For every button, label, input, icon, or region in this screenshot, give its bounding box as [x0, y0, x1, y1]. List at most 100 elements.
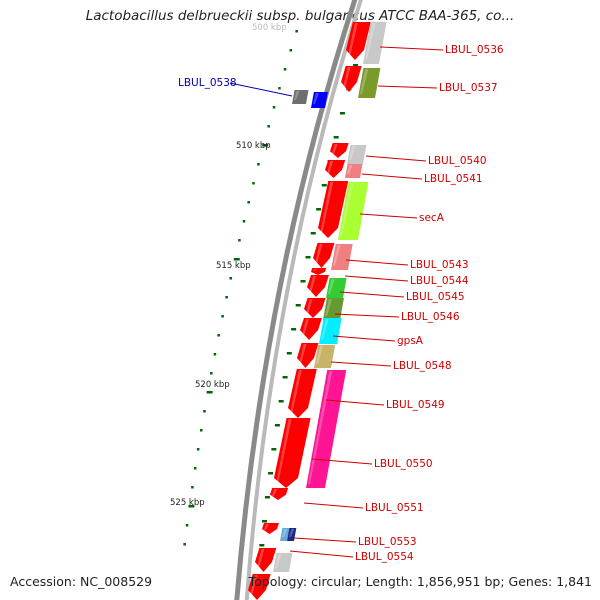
gene-feature-red[interactable]: [311, 268, 327, 275]
gene-feature-red[interactable]: [346, 22, 371, 60]
gene-label[interactable]: LBUL_0549: [386, 399, 445, 411]
inner-tick: [262, 520, 268, 523]
gene-feature-red[interactable]: [248, 574, 271, 600]
gene-label[interactable]: LBUL_0537: [439, 82, 498, 94]
gene-feature-red[interactable]: [304, 298, 326, 318]
gene-feature-grey[interactable]: [363, 22, 387, 64]
inner-tick: [316, 208, 322, 211]
gene-feature-tan[interactable]: [314, 345, 336, 368]
gene-feature-red[interactable]: [274, 418, 311, 488]
gene-feature-red[interactable]: [341, 66, 362, 92]
gene-features[interactable]: [248, 22, 387, 600]
minor-tick: [225, 296, 228, 299]
minor-tick: [289, 49, 293, 52]
gene-feature-grey[interactable]: [273, 553, 293, 572]
gene-feature-navy[interactable]: [287, 528, 297, 541]
feature-highlight: [320, 182, 334, 234]
gene-feature-red[interactable]: [300, 318, 322, 340]
gene-label[interactable]: gpsA: [397, 335, 424, 347]
gene-label[interactable]: LBUL_0546: [401, 311, 460, 323]
gene-label[interactable]: LBUL_0536: [445, 44, 504, 56]
gene-feature-red[interactable]: [297, 343, 319, 368]
feature-highlight: [332, 144, 338, 154]
feature-highlight: [294, 91, 300, 100]
minor-tick: [191, 486, 194, 489]
gene-label[interactable]: LBUL_0548: [393, 360, 452, 372]
gene-label[interactable]: LBUL_0551: [365, 502, 424, 514]
feature-highlight: [282, 529, 288, 537]
gene-feature-lightblue[interactable]: [280, 528, 290, 541]
inner-tick: [305, 256, 311, 259]
gene-label[interactable]: LBUL_0553: [358, 536, 417, 548]
gene-feature-lime[interactable]: [338, 182, 369, 240]
gene-feature-red[interactable]: [330, 143, 349, 158]
gene-feature-red[interactable]: [318, 181, 349, 238]
gene-label[interactable]: LBUL_0554: [355, 551, 414, 563]
gene-label[interactable]: LBUL_0545: [406, 291, 465, 303]
gene-labels[interactable]: LBUL_0536 LBUL_0537 LBUL_0538 LBUL_0540 LBUL…: [178, 44, 504, 563]
minor-tick: [242, 220, 246, 223]
feature-highlight: [365, 23, 376, 60]
minor-tick: [183, 543, 186, 546]
gene-feature-pink[interactable]: [345, 164, 363, 178]
gene-label[interactable]: LBUL_0544: [410, 275, 469, 287]
inner-tick: [353, 64, 359, 67]
gene-feature-pink[interactable]: [331, 244, 353, 270]
gene-feature-magenta[interactable]: [306, 370, 347, 488]
topology-text: Topology: circular; Length: 1,856,951 bp…: [248, 574, 592, 589]
feature-highlight: [264, 524, 269, 530]
gene-label[interactable]: LBUL_0538: [178, 77, 237, 89]
leader-line: [293, 537, 357, 543]
gene-feature-red[interactable]: [270, 488, 289, 500]
gene-feature-cyan[interactable]: [319, 318, 342, 344]
gene-feature-red[interactable]: [255, 548, 277, 572]
minor-tick: [196, 448, 200, 451]
inner-tick: [286, 352, 292, 355]
feature-highlight: [348, 23, 358, 56]
minor-tick: [278, 87, 281, 90]
leader-line: [334, 313, 400, 318]
minor-tick: [257, 163, 260, 166]
minor-tick: [203, 410, 206, 413]
inner-tick: [321, 184, 327, 187]
scale-label: 525 kbp: [170, 498, 205, 508]
minor-tick: [238, 239, 241, 242]
gene-label[interactable]: LBUL_0541: [424, 173, 483, 185]
inner-tick: [268, 472, 274, 475]
inner-tick: [339, 112, 345, 115]
gene-feature-red[interactable]: [262, 523, 279, 534]
feature-highlight: [333, 245, 341, 266]
gene-label[interactable]: LBUL_0550: [374, 458, 433, 470]
feature-highlight: [313, 269, 318, 271]
gene-feature-red[interactable]: [313, 243, 335, 268]
leader-line: [377, 85, 438, 89]
label-leaders: [229, 46, 444, 558]
gene-label[interactable]: secA: [419, 212, 445, 224]
gene-feature-olive[interactable]: [358, 68, 381, 98]
feature-highlight: [257, 549, 265, 568]
gene-feature-darkgrey[interactable]: [292, 90, 309, 104]
scale-label: 515 kbp: [216, 261, 251, 271]
gene-feature-blue[interactable]: [311, 92, 328, 108]
gene-feature-red[interactable]: [288, 369, 317, 418]
gene-feature-grey[interactable]: [347, 145, 367, 164]
feature-highlight: [299, 344, 307, 364]
inner-tick: [282, 376, 288, 379]
leader-line: [325, 399, 385, 406]
feature-highlight: [272, 489, 278, 496]
gene-label[interactable]: LBUL_0540: [428, 155, 487, 167]
leader-line: [345, 259, 409, 266]
gene-feature-green[interactable]: [326, 278, 347, 298]
gene-feature-olive2[interactable]: [323, 298, 344, 320]
gene-feature-red[interactable]: [325, 160, 346, 178]
leader-line: [289, 550, 354, 558]
minor-tick: [252, 182, 255, 185]
gene-feature-red[interactable]: [307, 275, 329, 297]
leader-line: [229, 82, 293, 97]
minor-tick: [221, 315, 224, 318]
inner-tick: [310, 232, 316, 235]
gene-label[interactable]: LBUL_0543: [410, 259, 469, 271]
major-tick: [206, 391, 213, 394]
genome-backbone: [234, 0, 363, 600]
